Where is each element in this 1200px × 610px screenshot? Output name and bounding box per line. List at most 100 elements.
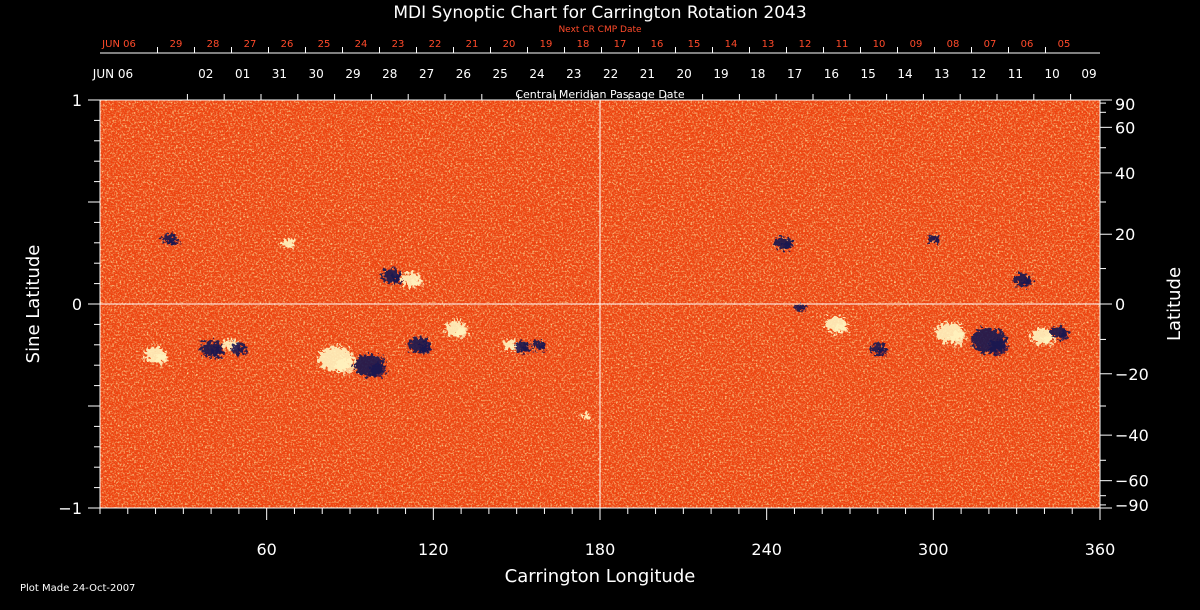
- active-region-positive: [836, 323, 849, 334]
- date-label: 08: [947, 39, 960, 50]
- y-axis-left-title: Sine Latitude: [23, 245, 44, 364]
- x-axis: 60 120 180 240 300 360: [99, 508, 1116, 559]
- active-region-negative: [369, 363, 387, 378]
- date-label: 27: [244, 39, 257, 50]
- date-label: 31: [272, 67, 287, 81]
- active-region-negative: [419, 343, 432, 354]
- date-label: 21: [640, 67, 655, 81]
- y-right-tick-label: 0: [1115, 295, 1125, 314]
- date-label: 26: [281, 39, 294, 50]
- date-label: 25: [318, 39, 331, 50]
- date-label: 23: [566, 67, 581, 81]
- y-right-tick-label: 40: [1115, 164, 1135, 183]
- date-label: 19: [540, 39, 553, 50]
- date-label: 18: [750, 67, 765, 81]
- date-label: 18: [577, 39, 590, 50]
- date-label: 09: [1081, 67, 1096, 81]
- x-tick-label: 360: [1085, 540, 1116, 559]
- y-axis-right-title: Latitude: [1164, 267, 1185, 341]
- y-right-tick-label: −60: [1115, 472, 1149, 491]
- y-right-tick-label: −90: [1115, 496, 1149, 515]
- date-label: 06: [1021, 39, 1034, 50]
- active-region-positive: [288, 242, 297, 249]
- date-label: 25: [493, 67, 508, 81]
- date-label: 23: [392, 39, 405, 50]
- active-region-positive: [155, 354, 168, 364]
- active-region-negative: [1022, 278, 1032, 287]
- date-label: 20: [677, 67, 692, 81]
- active-region-negative: [169, 238, 178, 246]
- next-cr-cmp-date-axis: JUN 06 29 28 27 26 25 24 23 22 21 20 19 18 17 16 15 14 13…: [100, 39, 1100, 54]
- date-label: 16: [824, 67, 839, 81]
- next-cr-axis-label: Next CR CMP Date: [558, 25, 642, 35]
- date-label: 10: [1045, 67, 1060, 81]
- date-label: 17: [614, 39, 627, 50]
- x-tick-label: 120: [418, 540, 449, 559]
- date-label: 07: [984, 39, 997, 50]
- date-label: 19: [713, 67, 728, 81]
- date-label: 30: [309, 67, 324, 81]
- y-axis-right: 90 60 40 20 0 −20 −40 −60 −90: [1100, 95, 1149, 515]
- date-label: 01: [235, 67, 250, 81]
- date-label: 29: [170, 39, 183, 50]
- y-right-tick-label: −20: [1115, 365, 1149, 384]
- date-label: 09: [910, 39, 923, 50]
- y-right-tick-label: 60: [1115, 118, 1135, 137]
- cmp-axis-label: Central Meridian Passage Date: [515, 88, 684, 101]
- date-label: 16: [651, 39, 664, 50]
- active-region-negative: [238, 348, 248, 356]
- date-label: 24: [355, 39, 368, 50]
- y-left-tick-label: 0: [72, 295, 82, 314]
- y-right-tick-label: −40: [1115, 426, 1149, 445]
- date-label: 22: [429, 39, 442, 50]
- y-right-tick-label: 20: [1115, 225, 1135, 244]
- x-tick-label: 180: [585, 540, 616, 559]
- active-region-positive: [336, 357, 356, 374]
- active-region-positive: [455, 327, 468, 338]
- date-label: 26: [456, 67, 471, 81]
- date-label: 20: [503, 39, 516, 50]
- date-label: 12: [799, 39, 812, 50]
- date-label: 05: [1058, 39, 1071, 50]
- y-left-tick-label: 1: [72, 91, 82, 110]
- x-tick-label: 60: [256, 540, 276, 559]
- y-axis-left: −1 0 1: [58, 91, 100, 518]
- date-label: 28: [207, 39, 220, 50]
- chart-title: MDI Synoptic Chart for Carrington Rotati…: [393, 3, 806, 23]
- date-label: JUN 06: [92, 67, 133, 81]
- active-region-negative: [211, 347, 224, 358]
- active-region-positive: [586, 415, 591, 420]
- date-label: 10: [873, 39, 886, 50]
- plot-made-footer: Plot Made 24-Oct-2007: [20, 583, 135, 594]
- date-label: 13: [762, 39, 775, 50]
- date-label: 28: [382, 67, 397, 81]
- active-region-positive: [950, 331, 966, 345]
- date-label: JUN 06: [101, 39, 136, 50]
- date-label: 29: [345, 67, 360, 81]
- active-region-negative: [800, 307, 806, 313]
- active-region-positive: [411, 278, 422, 288]
- date-label: 15: [861, 67, 876, 81]
- active-regions: [144, 233, 1068, 420]
- date-label: 11: [836, 39, 849, 50]
- date-label: 12: [971, 67, 986, 81]
- date-label: 22: [603, 67, 618, 81]
- x-tick-label: 240: [751, 540, 782, 559]
- date-label: 13: [934, 67, 949, 81]
- active-region-negative: [538, 344, 547, 351]
- date-label: 14: [725, 39, 738, 50]
- date-label: 15: [688, 39, 701, 50]
- active-region-negative: [783, 242, 793, 250]
- date-label: 14: [897, 67, 912, 81]
- active-region-negative: [391, 274, 403, 284]
- active-region-negative: [877, 348, 887, 356]
- y-left-tick-label: −1: [58, 499, 82, 518]
- active-region-negative: [933, 238, 940, 244]
- active-region-negative: [522, 346, 531, 354]
- central-meridian-passage-axis: JUN 06 02 01 31 30 29 28 27 26 25 24 23 22 21 20 19 18 17…: [92, 67, 1100, 101]
- date-label: 02: [198, 67, 213, 81]
- date-label: 21: [466, 39, 479, 50]
- x-axis-title: Carrington Longitude: [505, 566, 696, 587]
- active-region-positive: [1041, 335, 1054, 346]
